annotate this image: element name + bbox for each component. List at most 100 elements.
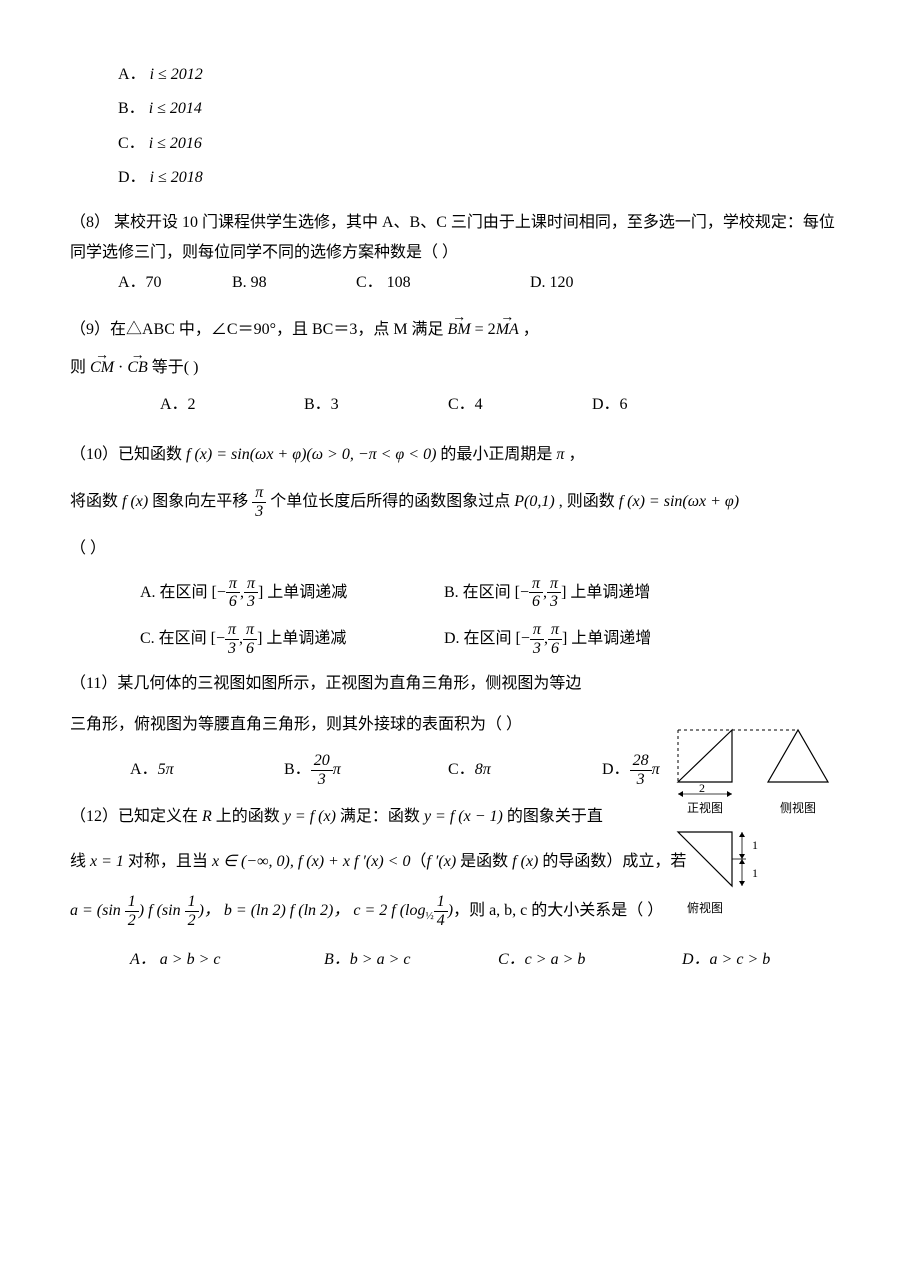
t: ] 上单调递增 [562,624,651,654]
t: P(0,1) [514,493,554,510]
q12-opt-B: B．b > a > c [324,945,494,975]
d: 3 [311,771,333,789]
f: π6 [529,575,543,611]
q8-opt-D: D. 120 [530,268,630,298]
n: π [547,575,561,594]
opt-text: i ≤ 2018 [150,169,203,186]
question-10: （10）已知函数 f (x) = sin(ωx + φ)(ω > 0, −π <… [70,440,850,657]
t: （ [410,853,426,870]
t: 对称，且当 [124,853,212,870]
prev-opt-C: C． i ≤ 2016 [118,129,850,159]
q10-opt-C: C. 在区间 [−π3, π6] 上单调递减 [140,621,440,657]
q8-opt-B: B. 98 [232,268,352,298]
d: 3 [244,593,258,611]
d: 2 [125,912,139,930]
f: π3 [530,621,544,657]
n: π [530,621,544,640]
q8-options: A．70 B. 98 C． 108 D. 120 [118,268,850,298]
prev-opt-B: B． i ≤ 2014 [118,94,850,124]
q9-l2b: · [114,359,127,376]
t: 的图象关于直 [503,808,603,825]
front-view: 2 正视图 [678,730,732,815]
q9-l2a: 则 [70,359,90,376]
t: A. 在区间 [− [140,578,226,608]
q8-opt-A: A．70 [118,268,228,298]
d: 3 [630,771,652,789]
opt-label: B． [118,100,145,117]
d: 6 [548,640,562,658]
n: 1 [434,893,448,912]
vec-CB: →CB [127,351,147,383]
side-view: 侧视图 [732,730,828,815]
top-view: 1 1 俯视图 [678,832,758,915]
n: π [529,575,543,594]
n: π [226,575,240,594]
t: ，则 a, b, c 的大小关系是（ ） [453,902,663,919]
t: f (x) [512,853,538,870]
side-label: 侧视图 [780,800,816,815]
vec-BM: →BM [448,313,471,345]
f: π6 [226,575,240,611]
t: π [333,755,341,785]
q10-opt-A: A. 在区间 [−π6, π3] 上单调递减 [140,575,440,611]
opt-label: C． [118,135,145,152]
three-view-diagram: 2 正视图 侧视图 1 1 俯视图 [670,712,840,950]
n: 28 [630,752,652,771]
q10-opt-B: B. 在区间 [−π6, π3] 上单调递增 [444,575,744,611]
vec-MA: →MA [496,313,519,345]
prev-opt-A: A． i ≤ 2012 [118,60,850,90]
q11-opt-A: A．5π [130,755,280,785]
t: y = f (x) [284,808,336,825]
q11-opt-B: B．203π [284,752,444,788]
t: D. 在区间 [− [444,624,530,654]
d: 3 [530,640,544,658]
t: ] 上单调递减 [257,624,346,654]
question-8: （8） 某校开设 10 门课程供学生选修，其中 A、B、C 三门由于上课时间相同… [70,208,850,299]
top-label: 俯视图 [687,900,723,915]
t: y = f (x − 1) [424,808,503,825]
t: （12）已知定义在 [70,808,202,825]
t: D． [602,755,630,785]
t: 线 [70,853,90,870]
d: 3 [252,503,266,521]
q9-opt-C: C．4 [448,390,588,420]
t: C. 在区间 [− [140,624,225,654]
t: ， [564,446,584,463]
t: 图象向左平移 [148,493,252,510]
t: A． [130,755,158,785]
t: 上的函数 [212,808,284,825]
n: π [252,484,266,503]
f: π6 [548,621,562,657]
q9-line1: （9）在△ABC 中，∠C＝90°，且 BC＝3，点 M 满足 →BM = 2→… [70,313,850,345]
t: f ′(x) [426,853,456,870]
t: f (x) = sin(ωx + φ)(ω > 0, −π < φ < 0) [186,446,436,463]
d: 6 [226,593,240,611]
q9-opt-A: A．2 [160,390,300,420]
t: B． [284,755,311,785]
f: 12 [185,893,199,929]
sub: ½ [425,910,433,922]
q10-opts-row2: C. 在区间 [−π3, π6] 上单调递减 D. 在区间 [−π3, π6] … [140,621,850,657]
prev-opt-D: D． i ≤ 2018 [118,163,850,193]
n: 1 [185,893,199,912]
t: 将函数 [70,493,122,510]
n: 1 [125,893,139,912]
d: 3 [225,640,239,658]
f: 283 [630,752,652,788]
f: 14 [434,893,448,929]
q12-opt-C: C．c > a > b [498,945,678,975]
t: （10）已知函数 [70,446,186,463]
vec-CM: →CM [90,351,114,383]
q10-line1: （10）已知函数 f (x) = sin(ωx + φ)(ω > 0, −π <… [70,440,850,470]
n: π [244,575,258,594]
t: ] 上单调递增 [561,578,650,608]
q9-opt-D: D．6 [592,390,692,420]
t: π [652,755,660,785]
q9-line2: 则 →CM · →CB 等于( ) [70,351,850,383]
q12-opt-A: A． a > b > c [130,945,320,975]
q9-l1a: （9）在△ABC 中，∠C＝90°，且 BC＝3，点 M 满足 [70,321,448,338]
dim-2: 2 [699,781,705,795]
q9-l1b: = 2 [471,321,496,338]
t: ] 上单调递减 [258,578,347,608]
f: π3 [244,575,258,611]
